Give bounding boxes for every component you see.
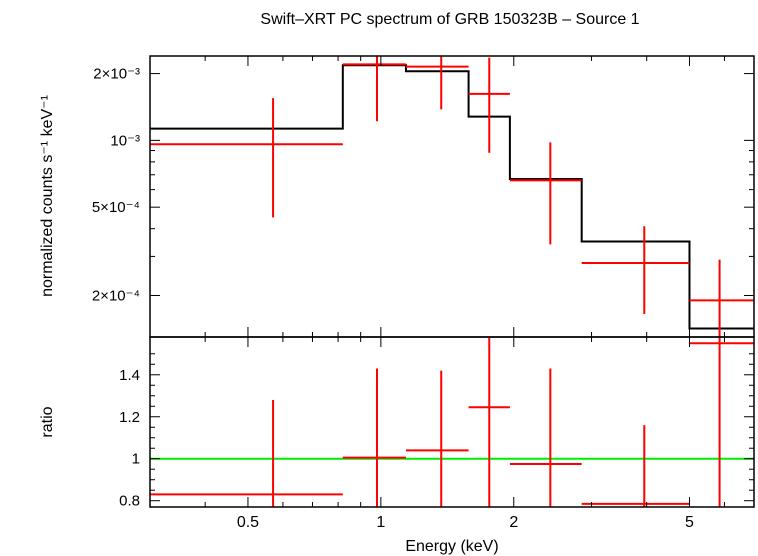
x-tick-label: 0.5: [237, 514, 259, 531]
spectrum-point-7: [689, 259, 754, 337]
ratio-data-points: [150, 337, 754, 507]
y-tick-label: 2×10⁻⁴: [92, 287, 140, 304]
y-tick-label: 1.4: [119, 367, 140, 384]
ratio-axis-ticks: 0.5 1 2 5 0.8 1 1.2 1.4: [119, 337, 755, 531]
spectrum-panel: 2×10⁻⁴ 5×10⁻⁴ 10⁻³ 2×10⁻³ normalized counts…: [39, 55, 755, 338]
spectrum-point-6: [581, 226, 690, 315]
y-tick-label: 1.2: [119, 409, 140, 426]
spectrum-point-5: [509, 142, 582, 245]
y-tick-label: 1: [132, 451, 140, 468]
spectrum-point-2: [342, 56, 406, 122]
x-tick-label: 2: [509, 514, 518, 531]
y-tick-label: 10⁻³: [110, 132, 140, 149]
spectrum-point-4: [468, 57, 510, 153]
x-tick-label: 1: [376, 514, 385, 531]
ratio-point-7: [689, 337, 754, 507]
ratio-point-6: [581, 425, 690, 507]
model-curve: [150, 64, 754, 330]
x-tick-label: 5: [685, 514, 694, 531]
spectrum-data-points: [150, 56, 754, 337]
spectrum-point-3: [405, 56, 469, 110]
y-tick-label: 2×10⁻³: [93, 66, 140, 83]
x-axis-label: Energy (keV): [405, 538, 498, 555]
y-tick-label: 5×10⁻⁴: [92, 199, 140, 216]
ratio-point-3: [405, 370, 469, 507]
ratio-point-5: [509, 368, 582, 507]
spectrum-frame: [149, 55, 755, 338]
model-step-line: [150, 64, 754, 330]
spectrum-point-1: [150, 98, 343, 218]
spectrum-y-axis-label: normalized counts s⁻¹ keV⁻¹: [39, 95, 56, 297]
ratio-point-2: [342, 368, 406, 507]
spectrum-axis-ticks: 2×10⁻⁴ 5×10⁻⁴ 10⁻³ 2×10⁻³: [92, 56, 755, 337]
ratio-point-4: [468, 337, 510, 507]
y-tick-label: 0.8: [119, 493, 140, 510]
ratio-panel: 0.5 1 2 5 0.8 1 1.2 1.4 ratio: [39, 336, 755, 531]
ratio-frame: [149, 336, 755, 508]
chart-title: Swift–XRT PC spectrum of GRB 150323B – S…: [260, 11, 639, 28]
ratio-y-axis-label: ratio: [39, 406, 56, 437]
ratio-point-1: [150, 399, 343, 507]
